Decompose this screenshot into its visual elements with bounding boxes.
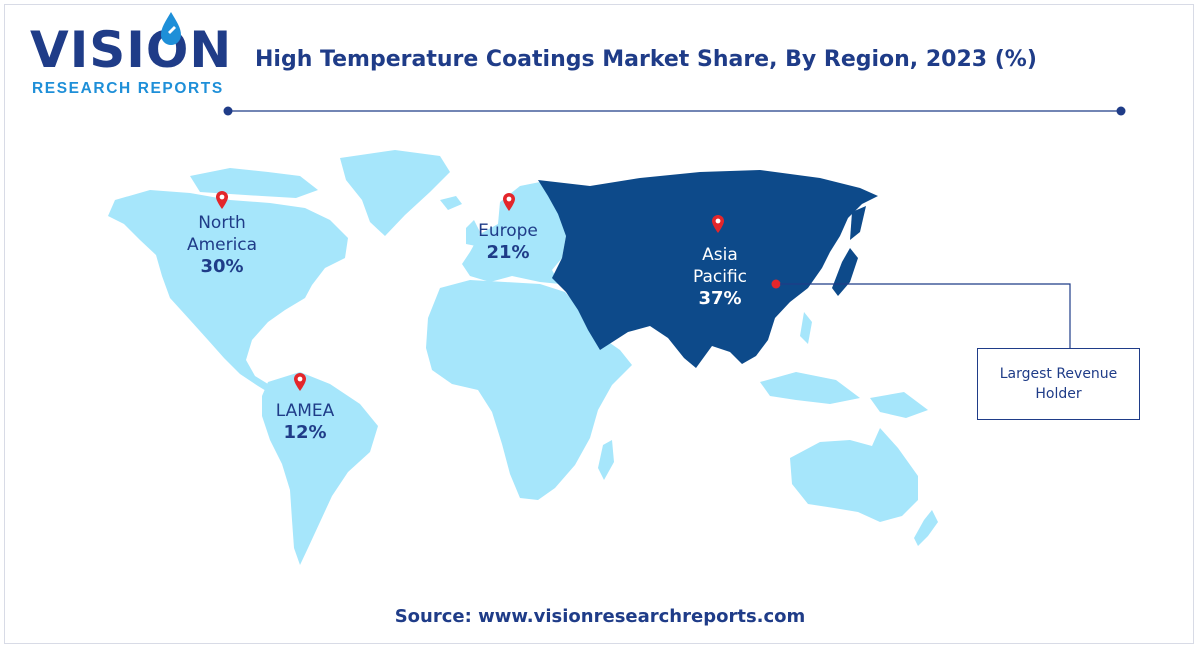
brand-name: VISION bbox=[30, 21, 233, 79]
region-value: 21% bbox=[486, 242, 530, 263]
page-frame bbox=[4, 4, 1194, 644]
region-name: Pacific bbox=[692, 267, 748, 287]
source-note: Source: www.visionresearchreports.com bbox=[394, 606, 806, 627]
region-label-europe: Europe 21% bbox=[456, 220, 560, 264]
region-value: 30% bbox=[200, 256, 244, 277]
brand-subtitle: RESEARCH REPORTS bbox=[32, 80, 224, 97]
logo-drop-icon bbox=[161, 12, 181, 45]
region-label-north-america: North America 30% bbox=[162, 212, 282, 278]
region-name: Europe bbox=[478, 221, 538, 241]
region-name: North bbox=[198, 213, 246, 233]
pin-icon bbox=[503, 193, 515, 211]
region-shape-asia-pacific bbox=[538, 170, 938, 546]
largest-revenue-callout: Largest Revenue Holder bbox=[977, 348, 1140, 420]
callout-connector bbox=[771, 279, 1071, 350]
chart-title: High Temperature Coatings Market Share, … bbox=[255, 47, 1037, 72]
region-label-asia-pacific: Asia Pacific 37% bbox=[668, 244, 772, 310]
region-name: America bbox=[186, 235, 258, 255]
region-value: 12% bbox=[283, 422, 327, 443]
region-shape-europe bbox=[440, 182, 566, 284]
region-name: LAMEA bbox=[275, 401, 335, 421]
brand-logo: VISION RESEARCH REPORTS bbox=[30, 12, 233, 98]
region-name: Asia bbox=[702, 245, 738, 265]
region-label-lamea: LAMEA 12% bbox=[250, 400, 360, 444]
region-shape-lamea bbox=[262, 280, 632, 565]
region-value: 37% bbox=[698, 288, 742, 309]
pin-icon bbox=[712, 215, 724, 233]
pin-icon bbox=[294, 373, 306, 391]
region-shape-north-america bbox=[108, 150, 450, 400]
title-divider bbox=[223, 106, 1126, 116]
pin-icon bbox=[216, 191, 228, 209]
